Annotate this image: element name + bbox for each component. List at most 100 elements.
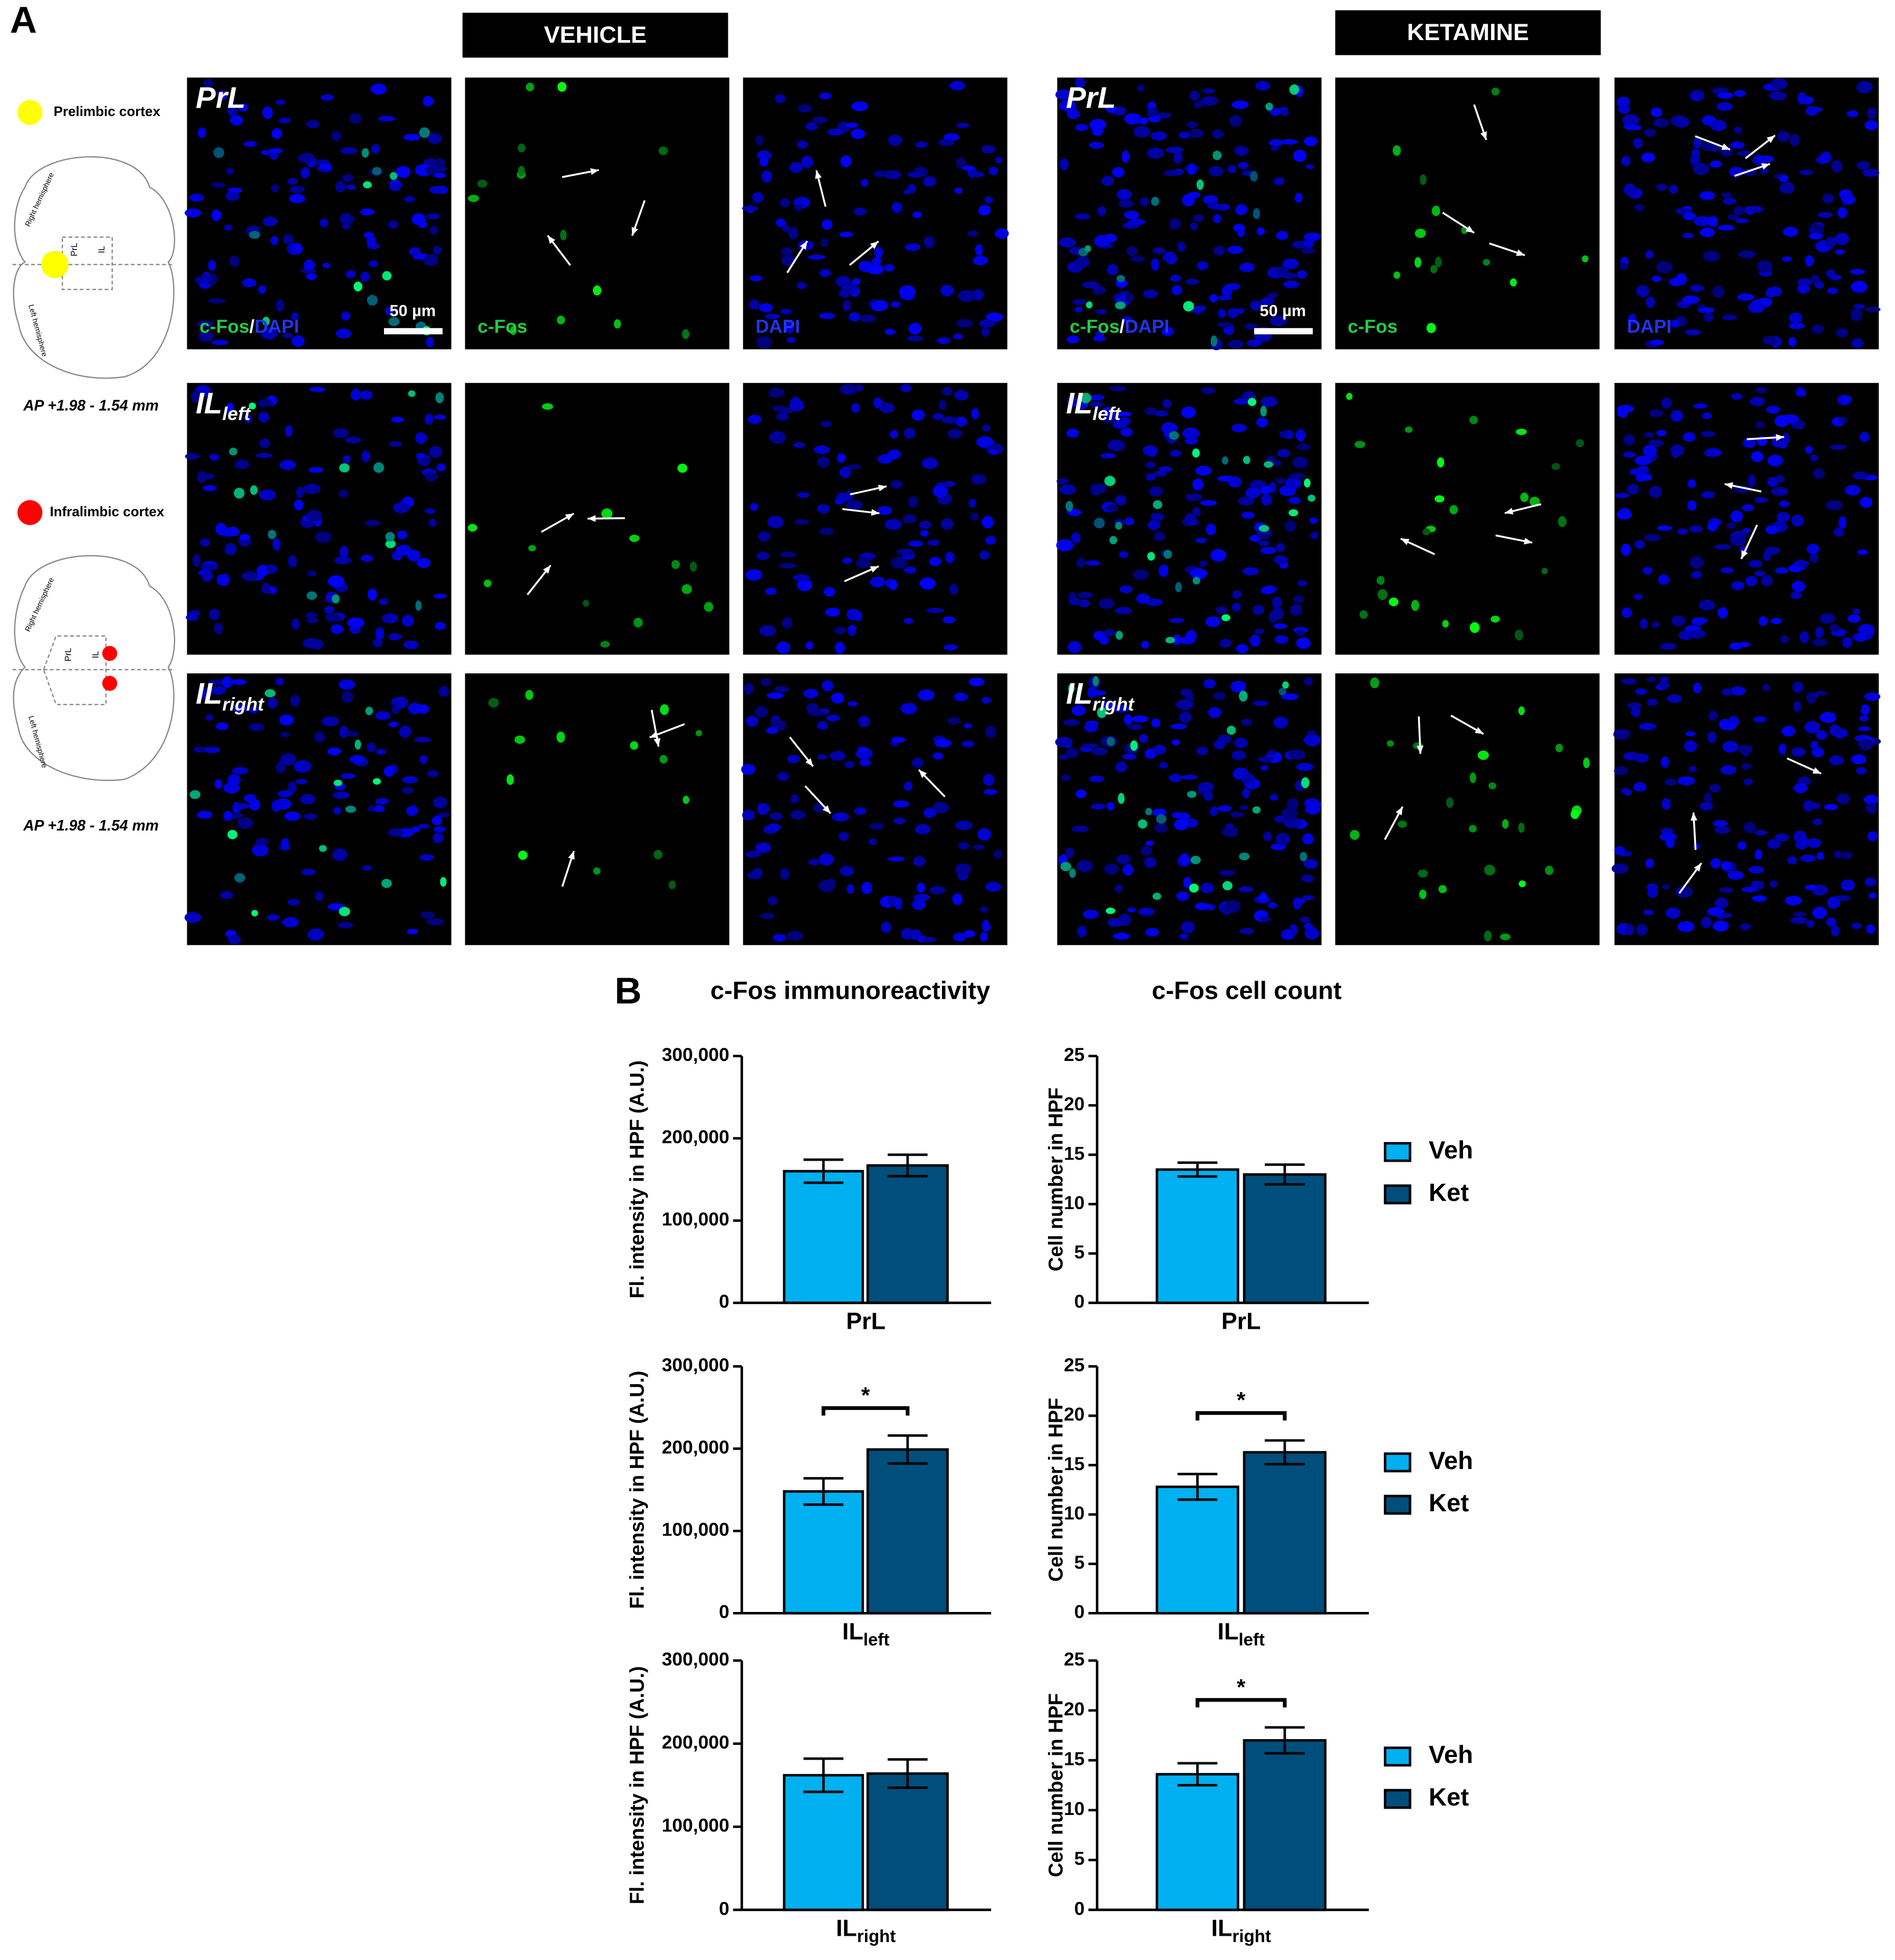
nucleus xyxy=(214,779,223,789)
nucleus xyxy=(821,219,833,230)
nucleus xyxy=(1123,210,1139,219)
cfos-cell xyxy=(659,755,668,764)
nucleus xyxy=(1285,477,1302,490)
nucleus xyxy=(1717,607,1728,619)
cfos-cell xyxy=(1414,257,1421,268)
cfos-cell xyxy=(1438,885,1447,893)
region-name: IL xyxy=(196,387,222,420)
nucleus xyxy=(818,880,835,892)
nucleus xyxy=(1792,681,1804,693)
nucleus xyxy=(1858,624,1875,635)
nucleus xyxy=(1154,470,1167,477)
nucleus xyxy=(1305,164,1314,169)
nucleus xyxy=(361,450,370,462)
nucleus xyxy=(331,624,343,634)
nucleus xyxy=(1621,156,1631,166)
nucleus xyxy=(1659,643,1677,650)
nucleus xyxy=(968,678,985,687)
nucleus xyxy=(1642,445,1657,457)
nucleus xyxy=(1621,678,1637,684)
nucleus xyxy=(1257,756,1274,762)
nucleus xyxy=(952,893,963,905)
nucleus xyxy=(970,513,979,521)
nucleus xyxy=(1281,693,1299,700)
nucleus xyxy=(1740,923,1751,930)
nucleus xyxy=(1614,846,1625,855)
nucleus xyxy=(892,800,909,808)
nucleus xyxy=(287,781,297,794)
cfos-cell xyxy=(1069,868,1076,878)
nucleus xyxy=(198,331,214,342)
bar xyxy=(1243,1173,1327,1305)
nucleus xyxy=(954,187,963,194)
nucleus xyxy=(1244,323,1258,330)
error-bar xyxy=(1177,1762,1218,1787)
nucleus xyxy=(1721,688,1733,696)
nucleus xyxy=(1800,854,1816,862)
nucleus xyxy=(1639,722,1656,730)
nucleus xyxy=(201,569,213,582)
significance-bracket xyxy=(1195,1698,1287,1708)
nucleus xyxy=(819,853,834,866)
nucleus xyxy=(1699,802,1713,811)
nucleus xyxy=(244,414,252,423)
nucleus xyxy=(756,150,772,160)
nucleus xyxy=(1794,420,1805,430)
cfos-cell xyxy=(629,534,640,542)
coordinates: AP +1.98 - 1.54 mm xyxy=(23,398,159,414)
nucleus xyxy=(1781,414,1799,423)
cfos-cell xyxy=(509,326,517,335)
cfos-cell xyxy=(361,148,369,158)
nucleus xyxy=(382,613,399,624)
nucleus xyxy=(425,166,439,175)
nucleus xyxy=(402,776,418,784)
nucleus xyxy=(980,932,988,942)
nucleus xyxy=(1196,747,1208,755)
hemisphere-label: Left hemisphere xyxy=(26,715,49,769)
nucleus xyxy=(1156,113,1171,119)
nucleus xyxy=(1851,338,1863,349)
nucleus xyxy=(1217,735,1232,744)
nucleus xyxy=(1076,925,1087,938)
nucleus xyxy=(1805,446,1813,453)
nucleus xyxy=(322,263,331,268)
nucleus xyxy=(1256,417,1268,428)
cfos-cell xyxy=(601,508,613,519)
nucleus xyxy=(1072,299,1086,305)
region-name: PrL xyxy=(1066,82,1116,115)
nucleus xyxy=(1241,511,1255,519)
cfos-cell xyxy=(1442,620,1449,628)
arrow-head xyxy=(547,235,555,244)
nucleus xyxy=(975,244,983,256)
nucleus xyxy=(780,552,797,558)
nucleus xyxy=(228,935,241,944)
nucleus xyxy=(1705,448,1721,457)
nucleus xyxy=(1831,925,1840,937)
nucleus xyxy=(1771,487,1788,496)
nucleus xyxy=(812,116,828,124)
nucleus xyxy=(877,454,893,464)
schematic-region: IL xyxy=(97,246,107,253)
cfos-cell xyxy=(484,580,492,587)
arrow-head xyxy=(631,227,638,236)
cfos-cell xyxy=(682,329,690,340)
nucleus xyxy=(1851,754,1867,765)
legend-label: Veh xyxy=(1429,1447,1473,1475)
nucleus xyxy=(1730,686,1746,696)
nucleus xyxy=(855,557,871,568)
nucleus xyxy=(1767,477,1778,487)
cfos-cell xyxy=(600,641,610,648)
cfos-cell xyxy=(1516,429,1527,435)
nucleus xyxy=(419,854,434,861)
region-marker xyxy=(102,675,118,691)
nucleus xyxy=(1306,802,1322,808)
nucleus xyxy=(908,323,921,335)
cfos-cell xyxy=(1575,439,1584,448)
nucleus xyxy=(1754,497,1768,504)
nucleus xyxy=(890,480,903,489)
cfos-cell xyxy=(1518,706,1525,716)
nucleus xyxy=(1689,90,1705,102)
y-tick-label: 200,000 xyxy=(662,1437,729,1458)
nucleus xyxy=(841,468,850,479)
cfos-cell xyxy=(227,829,238,839)
